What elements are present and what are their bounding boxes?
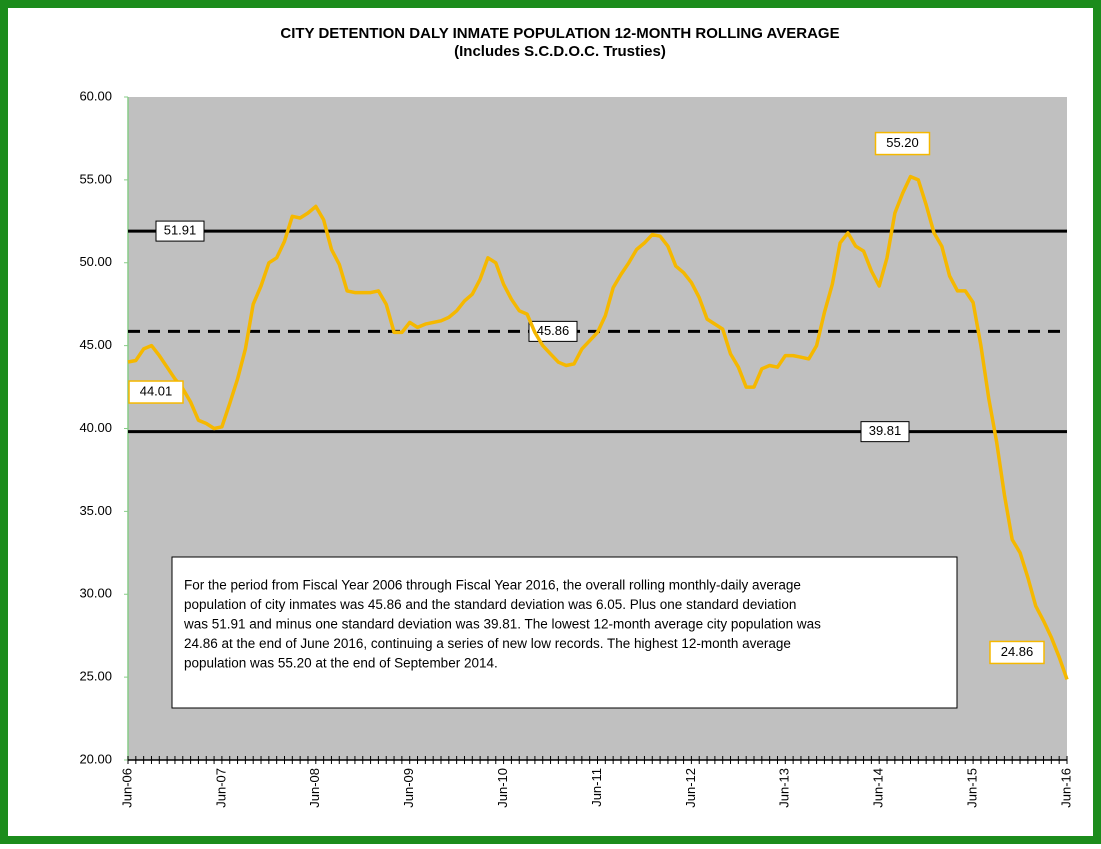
- y-tick-label: 20.00: [79, 751, 112, 766]
- y-tick-label: 60.00: [79, 88, 112, 103]
- y-tick-label: 40.00: [79, 420, 112, 435]
- x-tick-label: Jun-14: [871, 768, 886, 808]
- annotation-line: population of city inmates was 45.86 and…: [184, 597, 796, 612]
- data-label: 24.86: [1001, 644, 1034, 659]
- x-tick-label: Jun-11: [589, 768, 604, 807]
- data-label-box: [874, 131, 931, 156]
- reference-label-box: [155, 220, 205, 242]
- reference-label-box: [860, 421, 910, 443]
- y-tick-label: 50.00: [79, 254, 112, 269]
- y-tick-label: 35.00: [79, 503, 112, 518]
- y-tick-label: 25.00: [79, 669, 112, 684]
- x-tick-label: Jun-16: [1058, 768, 1073, 808]
- annotation-line: was 51.91 and minus one standard deviati…: [183, 617, 821, 632]
- y-tick-label: 30.00: [79, 586, 112, 601]
- y-tick-label: 45.00: [79, 337, 112, 352]
- data-label-box: [989, 640, 1045, 665]
- annotation-line: For the period from Fiscal Year 2006 thr…: [184, 578, 801, 593]
- x-tick-label: Jun-07: [213, 768, 228, 808]
- x-tick-label: Jun-12: [683, 768, 698, 808]
- x-tick-label: Jun-09: [401, 768, 416, 808]
- annotation-line: 24.86 at the end of June 2016, continuin…: [184, 636, 791, 651]
- annotation-line: population was 55.20 at the end of Septe…: [184, 656, 498, 671]
- x-tick-label: Jun-13: [777, 768, 792, 808]
- data-label: 55.20: [886, 135, 919, 150]
- chart-subtitle: (Includes S.C.D.O.C. Trusties): [454, 43, 666, 60]
- x-tick-label: Jun-06: [119, 768, 134, 808]
- series-line: [127, 174, 1069, 680]
- annotation-box: [171, 556, 958, 709]
- x-tick-label: Jun-10: [495, 768, 510, 808]
- x-tick-label: Jun-15: [965, 768, 980, 808]
- chart-title: CITY DETENTION DALY INMATE POPULATION 12…: [280, 25, 839, 42]
- data-label-box: [128, 380, 184, 404]
- reference-label: 45.86: [537, 323, 570, 338]
- reference-label: 39.81: [869, 423, 902, 438]
- y-tick-label: 55.00: [79, 171, 112, 186]
- reference-label-box: [528, 320, 578, 342]
- reference-label: 51.91: [164, 223, 197, 238]
- data-label: 44.01: [140, 383, 173, 398]
- x-tick-label: Jun-08: [307, 768, 322, 808]
